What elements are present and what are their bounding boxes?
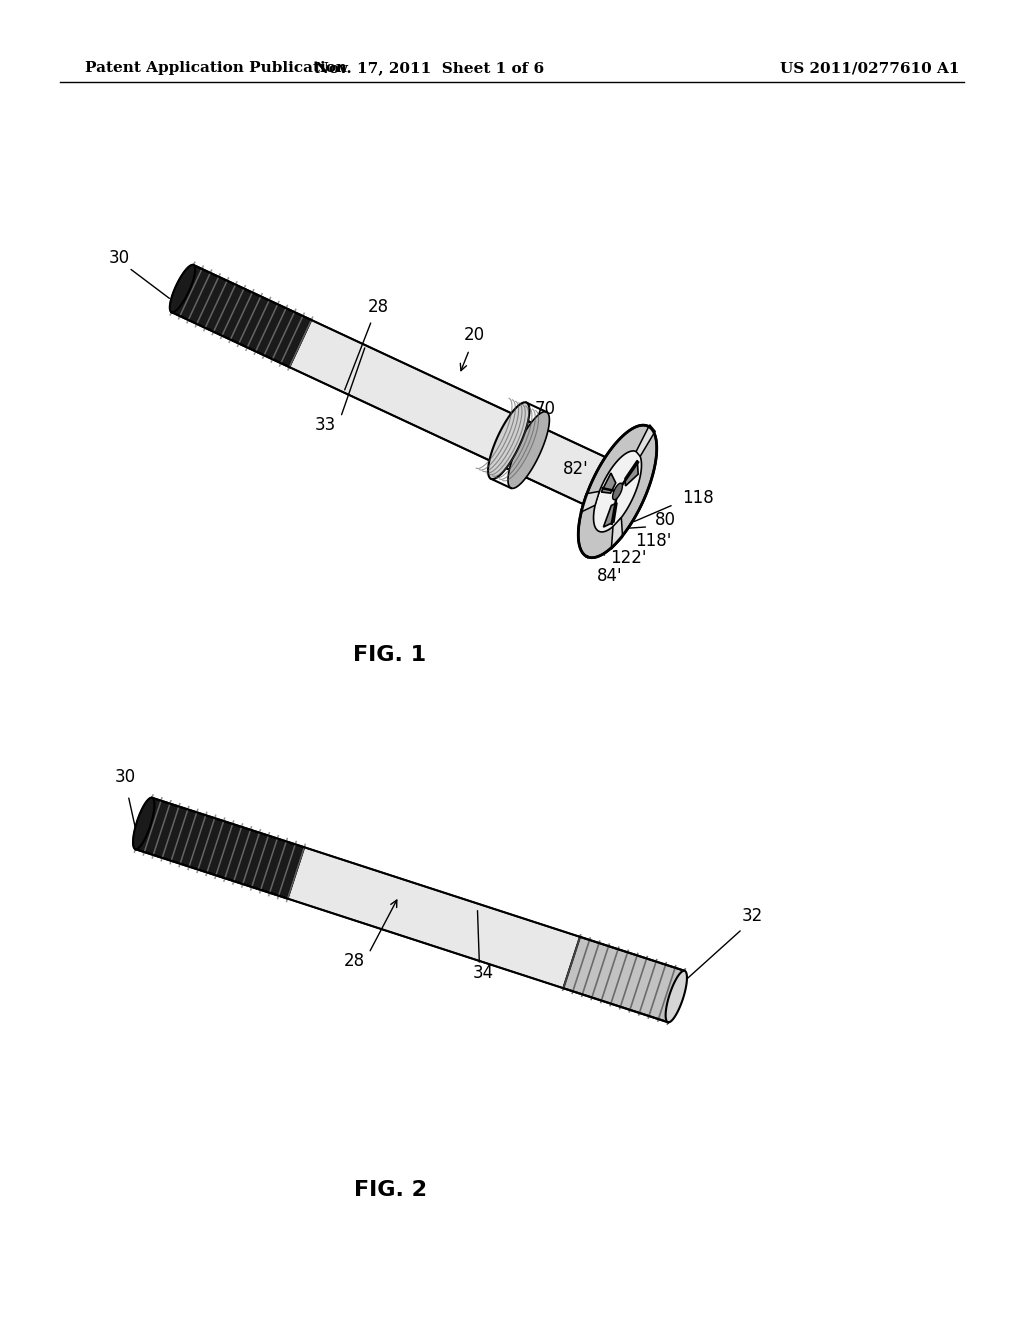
Text: 20: 20 xyxy=(464,326,485,343)
Polygon shape xyxy=(290,319,629,515)
Text: 30: 30 xyxy=(115,768,136,787)
Polygon shape xyxy=(488,403,529,479)
Text: 70: 70 xyxy=(535,400,556,418)
Text: 118': 118' xyxy=(635,532,672,549)
Polygon shape xyxy=(625,461,638,486)
Text: 122': 122' xyxy=(610,549,647,568)
Text: 84': 84' xyxy=(597,566,623,585)
Text: 34: 34 xyxy=(473,964,494,982)
Text: 74: 74 xyxy=(586,520,607,539)
Polygon shape xyxy=(581,491,599,512)
Polygon shape xyxy=(594,451,641,532)
Polygon shape xyxy=(666,970,687,1022)
Text: 118: 118 xyxy=(682,488,714,507)
Polygon shape xyxy=(603,503,616,527)
Polygon shape xyxy=(612,483,623,500)
Polygon shape xyxy=(579,425,656,557)
Polygon shape xyxy=(133,797,155,849)
Text: 82': 82' xyxy=(563,461,589,478)
Text: US 2011/0277610 A1: US 2011/0277610 A1 xyxy=(780,61,959,75)
Text: Nov. 17, 2011  Sheet 1 of 6: Nov. 17, 2011 Sheet 1 of 6 xyxy=(315,61,545,75)
Polygon shape xyxy=(508,412,550,488)
Polygon shape xyxy=(135,797,304,899)
Text: Patent Application Publication: Patent Application Publication xyxy=(85,61,347,75)
Text: 30: 30 xyxy=(109,248,129,267)
Text: 70': 70' xyxy=(601,475,627,494)
Polygon shape xyxy=(601,473,615,494)
Polygon shape xyxy=(611,517,623,549)
Polygon shape xyxy=(636,425,655,457)
Text: 33: 33 xyxy=(315,416,336,434)
Text: 32: 32 xyxy=(741,907,763,925)
Text: 28: 28 xyxy=(369,298,389,317)
Polygon shape xyxy=(170,265,196,313)
Polygon shape xyxy=(171,265,311,367)
Text: FIG. 2: FIG. 2 xyxy=(353,1180,427,1200)
Text: FIG. 1: FIG. 1 xyxy=(353,645,427,665)
Text: 80: 80 xyxy=(655,511,676,529)
Polygon shape xyxy=(563,937,685,1022)
Polygon shape xyxy=(288,847,580,989)
Text: 28: 28 xyxy=(343,952,365,970)
